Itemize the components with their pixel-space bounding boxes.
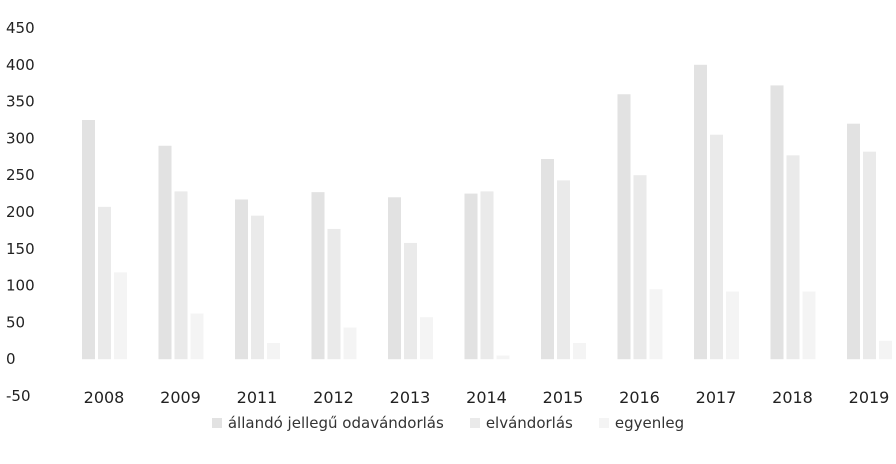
bar-elvándorlás-2019: [863, 151, 876, 360]
x-tick-label: 2009: [160, 388, 201, 407]
y-axis-tick-labels: -50 0 50 100 150 200 250 300 350 400 450: [6, 19, 35, 405]
x-tick-label: 2014: [466, 388, 507, 407]
legend-swatch: [211, 418, 222, 428]
x-tick-label: 2018: [772, 388, 813, 407]
bar-egyenleg-2016: [649, 289, 663, 360]
legend-swatch: [469, 418, 480, 428]
bar-állandó-2014: [464, 193, 478, 360]
bar-egyenleg-2008: [114, 272, 127, 360]
x-tick-label: 2013: [390, 388, 431, 407]
bar-elvándorlás-2012: [327, 228, 341, 360]
y-tick-label: 300: [6, 129, 35, 147]
bar-állandó-2009: [158, 145, 172, 360]
bar-elvándorlás-2015: [557, 180, 570, 360]
bar-egyenleg-2014: [496, 355, 510, 360]
bar-állandó-2018: [770, 85, 784, 360]
x-tick-label: 2015: [543, 388, 584, 407]
x-tick-label: 2019: [849, 388, 890, 407]
bar-állandó-2011: [235, 199, 248, 360]
x-tick-label: 2016: [619, 388, 660, 407]
y-tick-label: 400: [6, 56, 35, 74]
bar-egyenleg-2017: [726, 291, 739, 360]
bar-egyenleg-2012: [343, 327, 357, 360]
y-tick-label: 450: [6, 19, 35, 37]
bar-egyenleg-2013: [420, 317, 433, 360]
y-tick-label: 150: [6, 240, 35, 258]
legend-item-elvandorlas: elvándorlás: [469, 414, 573, 432]
bar-állandó-2015: [541, 159, 554, 360]
y-tick-label: -50: [6, 387, 31, 405]
bar-állandó-2016: [617, 94, 631, 360]
bar-elvándorlás-2014: [480, 191, 494, 360]
y-tick-label: 100: [6, 277, 35, 295]
x-tick-label: 2012: [313, 388, 354, 407]
y-tick-label: 0: [6, 350, 16, 368]
bar-egyenleg-2015: [573, 343, 586, 360]
legend: állandó jellegű odavándorlás elvándorlás…: [0, 411, 896, 435]
y-tick-label: 350: [6, 93, 35, 111]
bar-állandó-2008: [82, 120, 95, 360]
bar-állandó-2013: [388, 197, 401, 360]
bar-állandó-2019: [847, 123, 860, 360]
x-tick-label: 2017: [696, 388, 737, 407]
bar-állandó-2017: [694, 64, 707, 360]
bar-egyenleg-2018: [802, 291, 816, 360]
y-tick-label: 200: [6, 203, 35, 221]
legend-label: egyenleg: [614, 414, 685, 432]
legend-label: elvándorlás: [485, 414, 573, 432]
x-tick-label: 2011: [237, 388, 278, 407]
bar-elvándorlás-2008: [98, 206, 111, 360]
bars-group: [82, 64, 892, 360]
bar-elvándorlás-2017: [710, 134, 723, 360]
bar-elvándorlás-2013: [404, 242, 417, 360]
y-tick-label: 250: [6, 166, 35, 184]
bar-elvándorlás-2016: [633, 175, 647, 360]
legend-item-egyenleg: egyenleg: [598, 414, 685, 432]
bar-elvándorlás-2009: [174, 191, 188, 360]
bar-egyenleg-2009: [190, 313, 204, 360]
legend-label: állandó jellegű odavándorlás: [227, 414, 444, 432]
x-tick-label: 2008: [84, 388, 125, 407]
y-tick-label: 50: [6, 313, 25, 331]
bar-elvándorlás-2011: [251, 215, 264, 360]
legend-swatch: [598, 418, 609, 428]
bar-állandó-2012: [311, 192, 325, 360]
x-axis-tick-labels: 2008 2009 2011 2012 2013 2014 2015 2016 2017 2018…: [84, 388, 890, 407]
bar-egyenleg-2019: [879, 340, 892, 360]
bar-elvándorlás-2018: [786, 155, 800, 360]
bar-egyenleg-2011: [267, 343, 280, 360]
legend-item-odavandorlas: állandó jellegű odavándorlás: [211, 414, 444, 432]
